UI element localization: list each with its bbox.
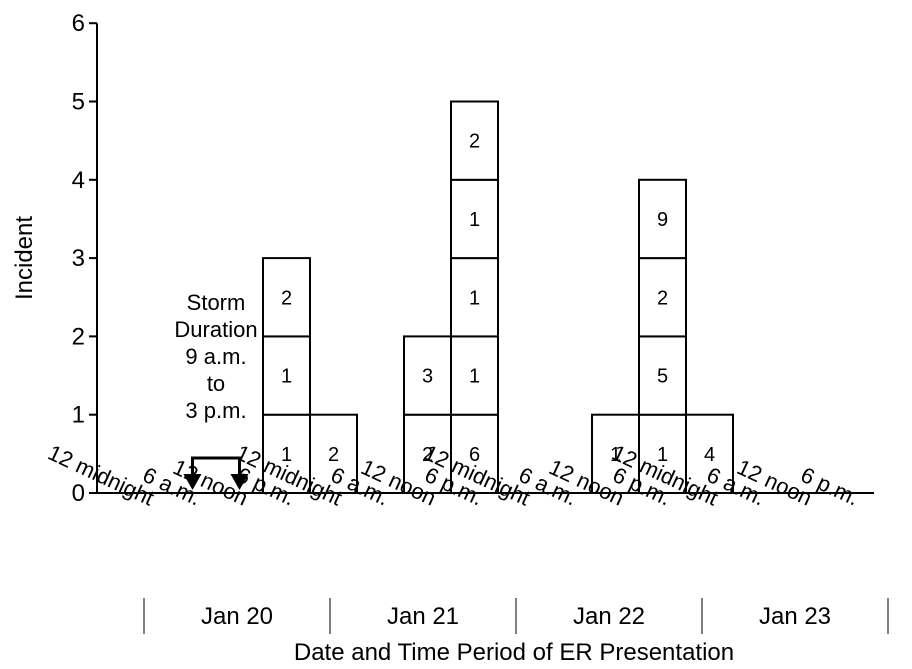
storm-annotation-line: 9 a.m.: [185, 344, 246, 369]
cell-label: 1: [657, 444, 668, 466]
cell-label: 6: [469, 444, 480, 466]
y-tick-label: 4: [72, 167, 85, 194]
bar: 1 1 2: [262, 257, 311, 495]
storm-annotation-line: Storm: [187, 290, 246, 315]
y-tick-label: 5: [72, 89, 85, 116]
cell-label: 4: [704, 444, 715, 466]
x-axis-title: Date and Time Period of ER Presentation: [294, 639, 734, 666]
bar-cell: [403, 413, 452, 495]
storm-bracket: [191, 456, 241, 476]
time-tick-label: 12 midnight: [44, 440, 158, 511]
y-axis-title: Incident: [11, 216, 38, 300]
bar-cell: [638, 413, 687, 495]
bar-cell: [591, 413, 640, 495]
storm-end-arrow: [230, 474, 249, 490]
y-tick-label: 3: [72, 245, 85, 272]
bar: 4: [685, 413, 734, 495]
bar-cell: [403, 335, 452, 416]
cell-label: 2: [422, 444, 433, 466]
bar-cell: [450, 257, 499, 338]
bar-cell: [685, 413, 734, 495]
bar-cell: [638, 178, 687, 260]
cell-label: 1: [610, 444, 621, 466]
bar-cell: [450, 178, 499, 260]
bar: 1: [591, 413, 640, 495]
cell-label: 1: [469, 209, 480, 231]
bar-cell: [309, 413, 358, 495]
y-tick-label: 1: [72, 402, 85, 429]
cell-label: 1: [281, 366, 292, 388]
date-label: Jan 21: [387, 603, 459, 630]
bar: 6 1 1 1 2: [450, 100, 499, 495]
y-tick-label: 0: [72, 480, 85, 507]
cell-label: 1: [281, 444, 292, 466]
bar-cell: [450, 100, 499, 181]
bar-cell: [638, 257, 687, 338]
storm-annotation-line: Duration: [174, 317, 257, 342]
bar-cell: [638, 335, 687, 416]
bar: 2: [309, 413, 358, 495]
cell-label: 2: [328, 444, 339, 466]
storm-annotation-line: to: [207, 371, 225, 396]
cell-label: 2: [657, 287, 668, 309]
y-tick-label: 2: [72, 323, 85, 350]
cell-label: 1: [469, 366, 480, 388]
bar: 23: [403, 335, 452, 495]
cell-label: 5: [657, 366, 668, 388]
cell-label: 3: [422, 366, 433, 388]
cell-label: 9: [657, 209, 668, 231]
cell-label: 1: [469, 287, 480, 309]
storm-annotation-line: 3 p.m.: [185, 398, 246, 423]
storm-start-arrow: [183, 474, 202, 490]
date-label: Jan 23: [759, 603, 831, 630]
cell-label: 2: [469, 131, 480, 153]
date-label: Jan 20: [201, 603, 273, 630]
cell-label: 2: [281, 287, 292, 309]
bar-cell: [262, 257, 311, 338]
bar-cell: [262, 413, 311, 495]
date-label: Jan 22: [573, 603, 645, 630]
y-tick-label: 6: [72, 10, 85, 37]
